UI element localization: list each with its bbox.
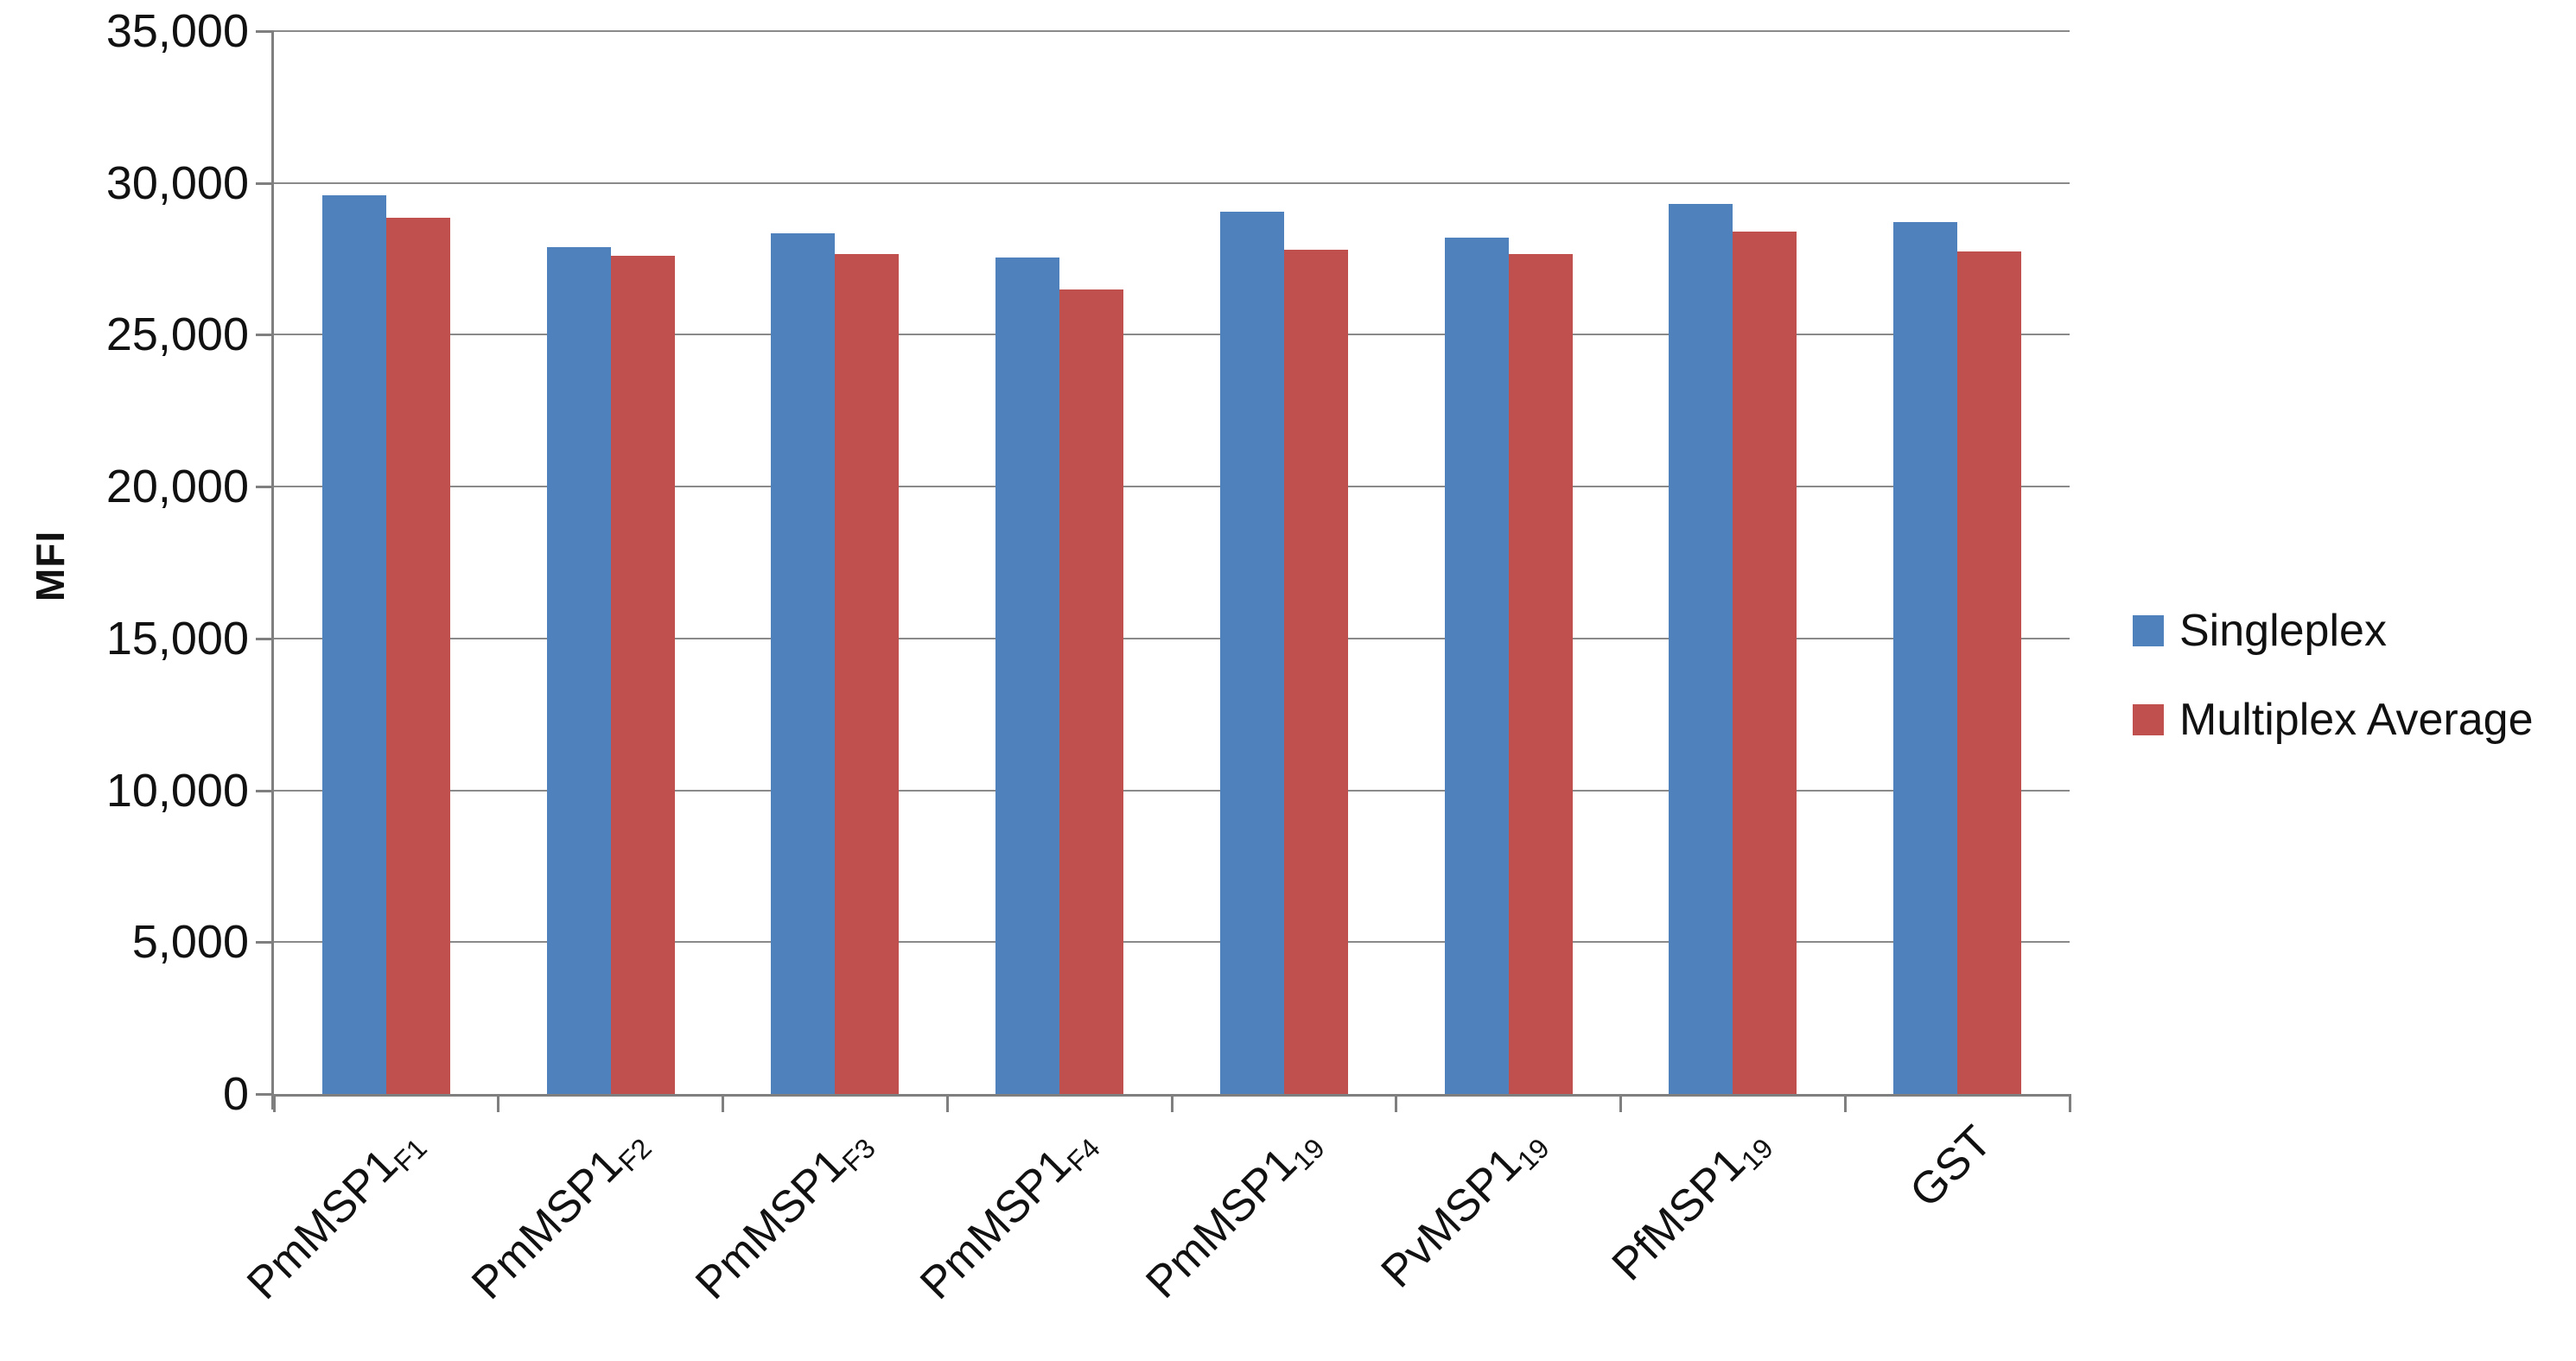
y-tick-15000 [256, 637, 274, 640]
gridline-35000 [274, 30, 2070, 32]
gridline-5000 [274, 941, 2070, 944]
y-tick-label-25000: 25,000 [105, 308, 249, 361]
x-label-base: PmMSP1 [237, 1139, 408, 1309]
x-tick-6 [1619, 1094, 1622, 1112]
bar-singleplex-2 [546, 246, 611, 1094]
bar-singleplex-1 [321, 194, 386, 1094]
y-tick-10000 [256, 789, 274, 792]
y-tick-label-35000: 35,000 [105, 5, 249, 57]
bar-multiplex-average-1 [385, 218, 450, 1094]
y-tick-35000 [256, 30, 274, 33]
y-tick-label-30000: 30,000 [105, 156, 249, 209]
x-label-base: PmMSP1 [461, 1139, 633, 1309]
x-tick-label-1: PmMSP1F1 [114, 1116, 440, 1361]
bar-singleplex-8 [1893, 222, 1958, 1094]
x-tick-8 [2068, 1094, 2071, 1112]
bar-multiplex-average-8 [1957, 251, 2022, 1094]
legend-item-multiplex-average: Multiplex Average [2133, 694, 2534, 746]
x-tick-7 [1843, 1094, 1847, 1112]
gridline-30000 [274, 181, 2070, 184]
bar-multiplex-average-7 [1733, 231, 1797, 1094]
y-tick-20000 [256, 486, 274, 489]
y-tick-label-10000: 10,000 [105, 764, 249, 817]
bar-singleplex-3 [771, 232, 836, 1094]
x-label-base: PmMSP1 [686, 1139, 856, 1309]
gridline-15000 [274, 637, 2070, 639]
y-tick-30000 [256, 181, 274, 185]
x-tick-1 [497, 1094, 500, 1112]
gridline-20000 [274, 486, 2070, 488]
x-tick-2 [722, 1094, 724, 1112]
y-tick-label-20000: 20,000 [105, 461, 249, 513]
y-tick-0 [256, 1093, 274, 1096]
x-label-base: GST [1900, 1116, 2002, 1218]
bar-singleplex-5 [1219, 212, 1284, 1094]
y-tick-25000 [256, 334, 274, 337]
legend-item-singleplex: Singleplex [2133, 605, 2387, 657]
legend-swatch-multiplex-icon [2133, 704, 2164, 735]
bar-multiplex-average-2 [610, 256, 675, 1094]
bar-multiplex-average-4 [1059, 289, 1124, 1094]
legend-label-singleplex: Singleplex [2179, 606, 2387, 656]
x-tick-3 [945, 1094, 949, 1112]
y-axis-line [271, 31, 274, 1110]
x-label-base: PmMSP1 [911, 1139, 1081, 1309]
y-tick-label-15000: 15,000 [105, 612, 249, 665]
x-label-base: PmMSP1 [1136, 1138, 1307, 1308]
plot-area [274, 30, 2070, 1094]
y-axis-title: MFI [28, 530, 73, 602]
bar-singleplex-4 [995, 257, 1060, 1094]
y-tick-label-0: 0 [222, 1068, 249, 1120]
y-tick-5000 [256, 941, 274, 944]
x-label-base: PvMSP1 [1371, 1138, 1531, 1298]
legend-label-multiplex-average: Multiplex Average [2179, 695, 2534, 745]
bar-multiplex-average-3 [835, 254, 900, 1094]
bar-singleplex-7 [1669, 204, 1733, 1094]
x-tick-0 [272, 1094, 276, 1112]
x-tick-5 [1395, 1094, 1398, 1112]
y-tick-label-5000: 5,000 [131, 916, 249, 969]
gridline-10000 [274, 789, 2070, 792]
gridline-25000 [274, 334, 2070, 336]
legend-swatch-singleplex-icon [2133, 615, 2164, 646]
bar-multiplex-average-5 [1283, 250, 1348, 1094]
bar-singleplex-6 [1444, 237, 1509, 1094]
x-tick-4 [1170, 1094, 1174, 1112]
bar-multiplex-average-6 [1508, 254, 1573, 1094]
x-label-base: PfMSP1 [1603, 1138, 1756, 1291]
